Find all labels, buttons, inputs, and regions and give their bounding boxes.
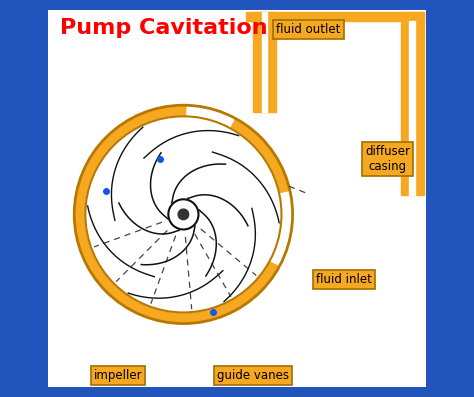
Bar [253, 12, 276, 112]
Circle shape [178, 209, 189, 220]
Circle shape [74, 105, 292, 324]
Text: guide vanes: guide vanes [217, 369, 289, 382]
Bar [246, 12, 424, 21]
Circle shape [85, 116, 282, 312]
Text: impeller: impeller [93, 369, 142, 382]
Text: fluid outlet: fluid outlet [276, 23, 341, 36]
Bar [262, 12, 267, 112]
Wedge shape [268, 191, 294, 266]
Text: Pump Cavitation: Pump Cavitation [60, 18, 268, 38]
Circle shape [168, 199, 199, 229]
Bar [401, 12, 424, 195]
Text: fluid inlet: fluid inlet [316, 274, 372, 286]
Wedge shape [187, 103, 236, 129]
FancyBboxPatch shape [48, 10, 426, 387]
Bar [409, 21, 415, 195]
Text: diffuser
casing: diffuser casing [365, 145, 410, 173]
